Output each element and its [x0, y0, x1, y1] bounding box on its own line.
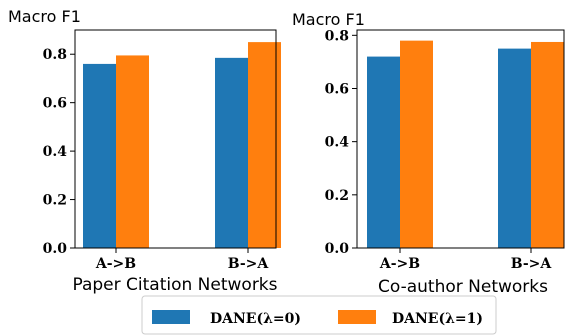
y-tick-label-0-2: 0.2 — [43, 193, 67, 209]
x-axis-label: Co-author Networks — [378, 277, 548, 297]
bar-b-a-series-0 — [498, 48, 531, 248]
x-tick-label-b-a: B->A — [228, 256, 270, 272]
x-tick-label-b-a: B->A — [511, 256, 553, 272]
bar-b-a-series-0 — [215, 57, 248, 248]
x-tick-label-a-b: A->B — [95, 256, 136, 272]
y-tick-label-0-0: 0.0 — [325, 241, 350, 257]
legend-swatch-dane-1 — [338, 310, 376, 324]
y-tick-label-0-8: 0.8 — [43, 47, 67, 63]
y-tick-label-0-4: 0.4 — [43, 144, 68, 160]
chart-paper-citation: 0.0 0.2 0.4 0.6 0.8 A->B B->A Macro F1 Paper Cit… — [8, 7, 281, 295]
y-axis-label: Macro F1 — [8, 7, 81, 26]
y-tick-label-0-2: 0.2 — [325, 188, 349, 204]
x-axis-label: Paper Citation Networks — [72, 275, 277, 295]
x-tick-label-a-b: A->B — [379, 256, 420, 272]
legend-label-dane-0: DANE(λ=0) — [210, 311, 301, 327]
y-tick-label-0-8: 0.8 — [325, 28, 349, 44]
bar-a-b-series-0 — [367, 56, 400, 249]
legend-swatch-dane-0 — [152, 310, 190, 324]
y-tick-label-0-4: 0.4 — [325, 135, 350, 151]
bar-a-b-series-1 — [116, 55, 149, 248]
chart-co-author: 0.0 0.2 0.4 0.6 0.8 A->B B->A Macro F1 Co-author… — [292, 10, 565, 297]
y-tick-label-0-6: 0.6 — [325, 81, 349, 97]
bar-a-b-series-0 — [83, 63, 116, 249]
bar-b-a-series-1 — [531, 41, 564, 249]
y-tick-label-0-6: 0.6 — [43, 96, 67, 112]
legend-frame — [141, 295, 497, 335]
axes-frame — [74, 29, 277, 249]
legend-label-dane-1: DANE(λ=1) — [392, 311, 483, 327]
y-axis-label: Macro F1 — [292, 10, 365, 29]
axes-frame — [356, 29, 565, 249]
y-tick-label-0-0: 0.0 — [43, 241, 68, 257]
legend: DANE(λ=0) DANE(λ=1) — [141, 295, 497, 335]
bar-a-b-series-1 — [400, 40, 433, 248]
